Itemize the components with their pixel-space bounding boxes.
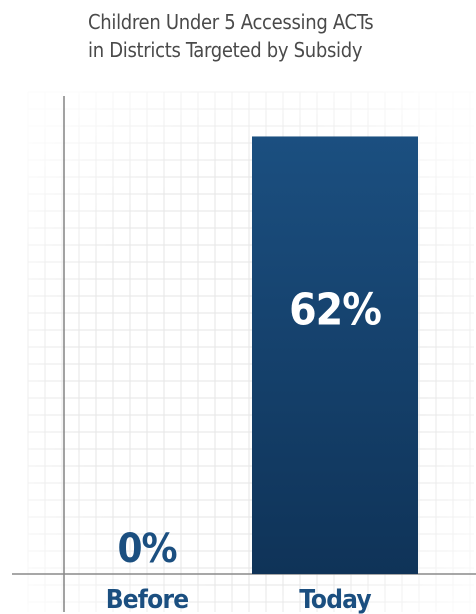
- chart-title-line-2: in Districts Targeted by Subsidy: [88, 38, 363, 62]
- bars: [252, 136, 418, 574]
- chart-title-line-1: Children Under 5 Accessing ACTs: [88, 10, 374, 34]
- data-label-today: 62%: [289, 285, 381, 336]
- x-tick-label-before: Before: [106, 585, 189, 614]
- chart-title: Children Under 5 Accessing ACTs in Distr…: [88, 8, 468, 64]
- data-label-before: 0%: [117, 526, 176, 572]
- bar-today: [252, 136, 418, 574]
- labels: 0% Before 62% Today: [106, 285, 382, 614]
- x-tick-label-today: Today: [299, 585, 371, 614]
